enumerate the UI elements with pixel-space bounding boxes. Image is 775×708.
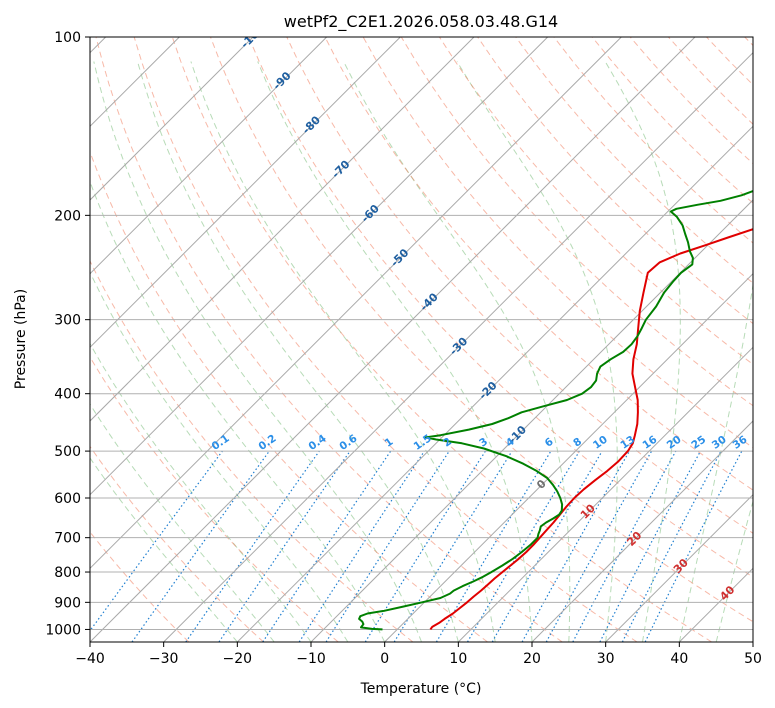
dewpoint-profile-line <box>358 189 753 631</box>
mixing-ratio-line <box>545 450 653 642</box>
dry-adiabat-line <box>248 37 753 578</box>
mixing-ratio-line <box>90 450 223 632</box>
y-tick-label: 700 <box>54 531 81 547</box>
dry-adiabat-line <box>210 37 753 623</box>
moist-adiabat-line <box>90 271 349 642</box>
mixing-ratio-line <box>298 450 425 642</box>
isotherm-line <box>236 125 753 642</box>
plot-frame <box>89 36 754 643</box>
moist-adiabat-line <box>93 61 422 642</box>
y-tick-label: 1000 <box>45 622 81 638</box>
isotherm-line <box>605 493 753 642</box>
dry-adiabat-line <box>515 37 753 284</box>
isotherm-line <box>531 420 753 642</box>
isotherm-line <box>384 272 753 642</box>
isotherms <box>90 37 753 642</box>
moist-adiabats <box>90 61 753 642</box>
mixing-ratio-line <box>393 450 513 642</box>
dry-adiabats <box>90 37 753 642</box>
x-tick-label: −20 <box>223 651 253 667</box>
isotherm-line <box>90 37 622 570</box>
mixing-ratio-line <box>131 450 270 642</box>
isotherm-line <box>90 37 549 496</box>
y-tick-label: 500 <box>54 444 81 460</box>
x-tick-label: −40 <box>75 651 105 667</box>
dry-adiabat-line <box>90 259 414 642</box>
mixing-ratio-line <box>644 450 743 642</box>
mixing-ratio-line <box>218 450 351 642</box>
dry-adiabat-line <box>90 445 264 642</box>
dry-adiabat-line <box>286 37 753 534</box>
moist-adiabat-line <box>456 61 618 642</box>
dry-adiabat-line <box>133 37 638 642</box>
y-tick-label: 800 <box>54 565 81 581</box>
mixing-ratio-lines <box>90 450 743 642</box>
mixing-ratio-line <box>521 450 631 642</box>
chart-title: wetPf2_C2E1.2026.058.03.48.G14 <box>284 12 558 32</box>
y-tick-label: 100 <box>54 30 81 46</box>
y-tick-label: 200 <box>54 208 81 224</box>
mixing-ratio-line <box>572 450 677 642</box>
isotherm-line <box>90 37 475 422</box>
x-tick-label: 30 <box>597 651 615 667</box>
moist-adiabat-line <box>90 180 386 642</box>
isotherm-line <box>90 37 696 642</box>
y-tick-label: 600 <box>54 491 81 507</box>
y-tick-label: 300 <box>54 313 81 329</box>
y-axis-label: Pressure (hPa) <box>13 289 29 389</box>
isotherm-line <box>457 346 753 642</box>
moist-adiabat-line <box>137 61 459 642</box>
x-tick-label: 0 <box>380 651 389 667</box>
x-axis-label: Temperature (°C) <box>360 681 482 697</box>
x-tick-label: 50 <box>744 651 762 667</box>
mixing-ratio-line <box>185 450 320 642</box>
moist-adiabat-line <box>90 403 275 642</box>
profile-series <box>358 189 753 631</box>
y-tick-label: 400 <box>54 387 81 403</box>
temperature-profile-line <box>429 228 753 630</box>
isotherm-line <box>90 37 401 349</box>
moist-adiabat-line <box>343 61 571 642</box>
x-tick-label: 20 <box>523 651 541 667</box>
moist-adiabat-line <box>257 61 533 642</box>
moist-adiabat-line <box>678 282 753 642</box>
dry-adiabat-line <box>171 37 712 642</box>
moist-adiabat-line <box>604 61 681 642</box>
moist-adiabat-line <box>90 457 238 642</box>
moist-adiabat-line <box>715 499 753 642</box>
x-tick-label: 10 <box>449 651 467 667</box>
x-tick-label: −30 <box>149 651 179 667</box>
x-tick-label: 40 <box>670 651 688 667</box>
y-tick-label: 900 <box>54 595 81 611</box>
mixing-ratio-line <box>325 450 450 642</box>
y-axis-ticks: 100 200 300 400 500 600 700 800 900 1000 <box>45 30 90 638</box>
isotherm-line <box>163 51 753 642</box>
dry-adiabat-line <box>95 37 563 642</box>
moist-adiabat-line <box>90 342 312 642</box>
pressure-gridlines <box>90 37 753 630</box>
mixing-ratio-line <box>262 450 392 642</box>
x-axis-ticks: −40 −30 −20 −10 0 10 20 30 40 50 <box>75 642 762 667</box>
isotherm-line <box>90 37 328 275</box>
dry-adiabat-line <box>90 356 339 642</box>
dry-adiabat-line <box>324 37 753 491</box>
x-tick-label: −10 <box>296 651 326 667</box>
isotherm-line <box>90 37 254 201</box>
moist-adiabat-line <box>190 61 496 642</box>
isotherm-line <box>310 199 753 642</box>
